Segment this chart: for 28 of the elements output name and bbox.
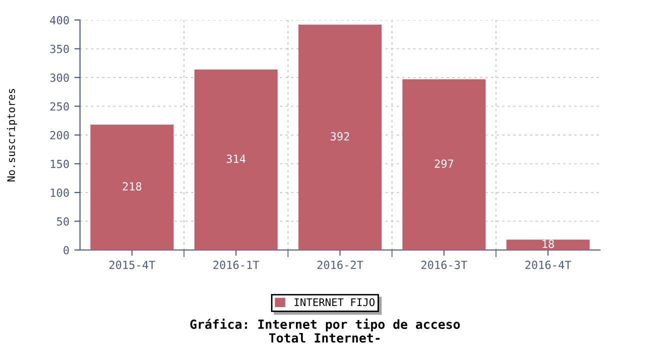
bar bbox=[90, 124, 174, 250]
text: Gráfica: Internet por tipo de acceso bbox=[190, 318, 460, 332]
legend-label: INTERNET FIJO bbox=[294, 298, 375, 306]
data-label: 218 bbox=[122, 182, 142, 191]
bar bbox=[298, 24, 382, 250]
y-tick-label: 150 bbox=[50, 160, 69, 168]
y-tick-label: 100 bbox=[50, 188, 69, 197]
y-tick-label: 400 bbox=[50, 16, 69, 24]
y-tick-label: 300 bbox=[50, 74, 69, 82]
data-label: 314 bbox=[226, 154, 246, 163]
y-tick-label: 250 bbox=[50, 102, 69, 111]
data-label: 297 bbox=[434, 159, 454, 168]
bar bbox=[194, 69, 278, 250]
x-tick-label: 2015-4T bbox=[109, 260, 156, 270]
y-tick-label: 0 bbox=[64, 246, 69, 254]
x-tick-label: 2016-4T bbox=[525, 260, 572, 270]
y-tick-label: 50 bbox=[56, 217, 69, 226]
y-tick-label: 350 bbox=[50, 44, 69, 54]
x-tick-label: 2016-2T bbox=[317, 260, 364, 270]
x-tick-label: 2016-3T bbox=[421, 260, 468, 270]
text: Total Internet- bbox=[269, 332, 380, 343]
y-tick-label: 200 bbox=[50, 131, 69, 140]
data-label: 392 bbox=[330, 132, 350, 141]
data-label: 18 bbox=[542, 240, 554, 248]
x-tick-label: 2016-1T bbox=[213, 260, 260, 270]
bar bbox=[506, 240, 590, 250]
bar bbox=[402, 79, 486, 250]
y-axis-title: No.suscriptores bbox=[6, 88, 18, 182]
